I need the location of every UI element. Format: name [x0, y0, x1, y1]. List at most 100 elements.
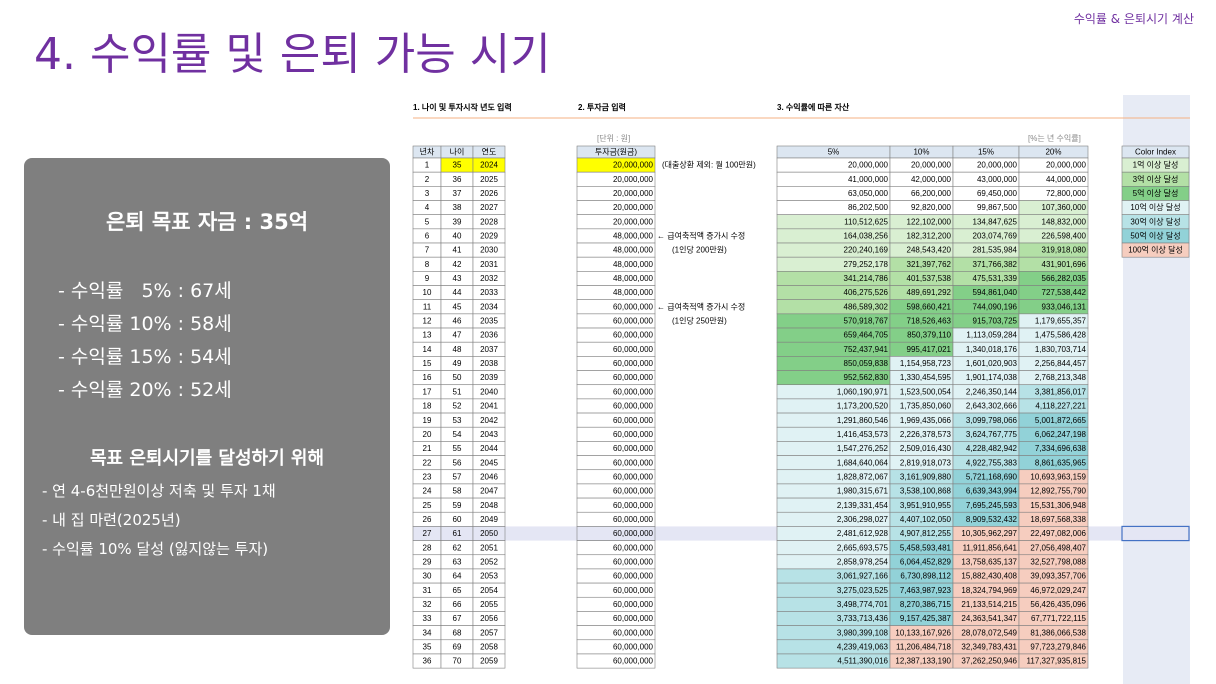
- note: (1인당 200만원): [672, 245, 727, 255]
- cell: 1,523,500,054: [900, 387, 952, 396]
- cell: 60,000,000: [613, 444, 654, 453]
- cell: 60,000,000: [613, 317, 654, 326]
- cell: 11,911,856,641: [963, 543, 1018, 552]
- cell: 60,000,000: [613, 586, 654, 595]
- cell: 148,832,000: [1042, 217, 1087, 226]
- cell: 39,093,357,706: [1030, 572, 1086, 581]
- cell: 42,000,000: [911, 175, 952, 184]
- cell: 2024: [480, 161, 498, 170]
- cell: 2033: [480, 288, 498, 297]
- cell: 3,498,774,701: [837, 600, 889, 609]
- cell: 32,349,783,431: [961, 642, 1017, 651]
- cell: 20,000,000: [613, 161, 654, 170]
- cell: 279,252,178: [844, 260, 889, 269]
- cell: 4,239,419,063: [837, 642, 889, 651]
- cell: 16: [423, 373, 432, 382]
- cell: 68: [453, 628, 462, 637]
- note: ← 급여축적액 증가시 수정: [657, 231, 745, 241]
- cell: 61: [453, 529, 462, 538]
- cell: 2,306,298,027: [837, 515, 889, 524]
- cell: 50: [453, 373, 462, 382]
- column-header: 10%: [913, 148, 929, 157]
- cell: 66,200,000: [911, 189, 952, 198]
- cell: 3,624,767,775: [966, 430, 1018, 439]
- cell: 63,050,000: [848, 189, 889, 198]
- cell: 57: [453, 472, 462, 481]
- cell: 1,291,860,546: [837, 416, 889, 425]
- cell: 3,733,713,436: [837, 614, 889, 623]
- cell: 81,386,066,538: [1030, 628, 1086, 637]
- cell: 341,214,786: [844, 274, 889, 283]
- action: - 수익률 10% 달성 (잃지않는 투자): [42, 540, 269, 558]
- cell: 164,038,256: [844, 232, 889, 241]
- cell: 65: [453, 586, 462, 595]
- cell: 20,000,000: [613, 203, 654, 212]
- cell: 598,660,421: [907, 302, 952, 311]
- cell: 99,867,500: [977, 203, 1018, 212]
- cell: 10,693,963,159: [1030, 472, 1086, 481]
- cell: 2,481,612,928: [837, 529, 889, 538]
- cell: 17: [423, 387, 432, 396]
- cell: 8: [425, 260, 430, 269]
- cell: 475,531,339: [973, 274, 1018, 283]
- cell: 1,684,640,064: [837, 458, 889, 467]
- cell: 33: [423, 614, 432, 623]
- cell: 38: [453, 203, 462, 212]
- section-title: 3. 수익률에 따른 자산: [777, 102, 850, 112]
- color-index-item: 10억 이상 달성: [1130, 202, 1180, 212]
- cell: 60,000,000: [613, 472, 654, 481]
- cell: 182,312,200: [907, 232, 952, 241]
- cell: 72,800,000: [1046, 189, 1087, 198]
- cell: 28,078,072,549: [961, 628, 1017, 637]
- cell: 3,061,927,166: [837, 572, 889, 581]
- cell: 995,417,021: [907, 345, 952, 354]
- cell: 2046: [480, 472, 498, 481]
- cell: 2053: [480, 572, 498, 581]
- cell: 18: [423, 402, 432, 411]
- cell: 60,000,000: [613, 628, 654, 637]
- column-header: 20%: [1045, 148, 1061, 157]
- cell: 22,497,082,006: [1030, 529, 1086, 538]
- cell: 20,000,000: [911, 161, 952, 170]
- cell: 2034: [480, 302, 498, 311]
- cell: 1: [425, 161, 430, 170]
- cell: 2032: [480, 274, 498, 283]
- cell: 54: [453, 430, 462, 439]
- cell: 51: [453, 387, 462, 396]
- cell: 2025: [480, 175, 498, 184]
- cell: 2026: [480, 189, 498, 198]
- cell: 281,535,984: [973, 246, 1018, 255]
- cell: 9: [425, 274, 430, 283]
- cell: 850,059,838: [844, 359, 889, 368]
- cell: 319,918,080: [1042, 246, 1087, 255]
- cell: 2027: [480, 203, 498, 212]
- section-title: 2. 투자금 입력: [578, 102, 626, 112]
- cell: 27,056,498,407: [1030, 543, 1086, 552]
- cell: 97,723,279,846: [1030, 642, 1086, 651]
- cell: 486,589,302: [844, 302, 889, 311]
- cell: 60,000,000: [613, 572, 654, 581]
- cell: 2030: [480, 246, 498, 255]
- cell: 110,512,625: [844, 217, 888, 226]
- cell: 12,387,133,190: [895, 657, 951, 666]
- cell: 1,980,315,671: [837, 487, 889, 496]
- summary-box: 은퇴 목표 자금 : 35억 - 수익률 5% : 67세 - 수익률 10% …: [24, 158, 390, 635]
- cell: 20,000,000: [848, 161, 889, 170]
- cell: 2044: [480, 444, 498, 453]
- cell: 203,074,769: [973, 232, 1018, 241]
- cell: 1,416,453,573: [837, 430, 889, 439]
- cell: 66: [453, 600, 462, 609]
- cell: 15,531,306,948: [1030, 501, 1086, 510]
- action: - 연 4-6천만원이상 저축 및 투자 1채: [42, 482, 276, 500]
- cell: 371,766,382: [973, 260, 1018, 269]
- color-index-item: 30억 이상 달성: [1130, 216, 1180, 226]
- cell: 2,858,978,254: [837, 557, 889, 566]
- cell: 18,697,568,338: [1030, 515, 1086, 524]
- cell: 69,450,000: [977, 189, 1018, 198]
- cell: 2028: [480, 217, 498, 226]
- cell: 60,000,000: [613, 416, 654, 425]
- cell: 44,000,000: [1046, 175, 1087, 184]
- cell: 41,000,000: [848, 175, 889, 184]
- cell: 12,892,755,790: [1030, 487, 1086, 496]
- cell: 32,527,798,088: [1030, 557, 1086, 566]
